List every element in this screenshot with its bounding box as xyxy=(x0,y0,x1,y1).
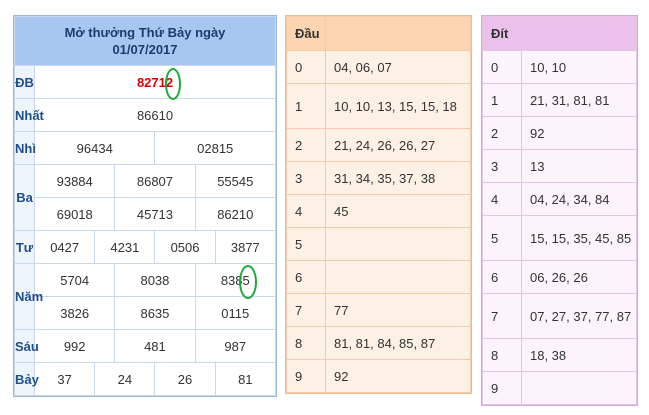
dau-key: 8 xyxy=(286,326,326,360)
prize-number: 8635 xyxy=(114,296,196,330)
dit-key: 9 xyxy=(482,371,522,405)
dau-key: 2 xyxy=(286,128,326,162)
prize-row-nam-2: 3826 8635 0115 xyxy=(15,296,277,330)
prize-label: Sáu xyxy=(13,329,39,363)
prize-number: 02815 xyxy=(154,131,276,165)
prize-number: 0427 xyxy=(34,230,96,264)
prize-number: 992 xyxy=(34,329,116,363)
results-header: Mở thưởng Thứ Bảy ngày 01/07/2017 xyxy=(14,16,276,66)
dau-values: 31, 34, 35, 37, 38 xyxy=(325,161,471,195)
dit-header: Đít xyxy=(482,16,522,51)
dau-values: 10, 10, 13, 15, 15, 18 xyxy=(325,83,471,129)
dit-values: 04, 24, 34, 84 xyxy=(521,182,637,216)
highlight-circle xyxy=(238,264,257,299)
prize-row-nam: Năm 5704 8038 8385 xyxy=(13,263,277,330)
dau-key: 4 xyxy=(286,194,326,228)
dau-values: 45 xyxy=(325,194,471,228)
prize-number: 3877 xyxy=(214,230,277,264)
prize-number: 4231 xyxy=(94,230,156,264)
dit-key: 0 xyxy=(482,50,522,84)
prize-number: 8038 xyxy=(114,263,196,297)
dit-values: 13 xyxy=(521,149,637,183)
prize-row-ba: Ba 93884 86807 55545 xyxy=(13,164,277,231)
dau-values: 81, 81, 84, 85, 87 xyxy=(325,326,471,360)
prize-number: 37 xyxy=(34,362,96,396)
dau-key: 3 xyxy=(286,161,326,195)
prize-row-bay: Bảy 37 24 26 81 xyxy=(13,362,277,396)
dau-values: 04, 06, 07 xyxy=(325,50,471,84)
dit-values: 07, 27, 37, 77, 87 xyxy=(521,293,637,339)
dau-header: Đầu xyxy=(286,16,326,51)
dit-key: 5 xyxy=(482,215,522,261)
dit-key: 8 xyxy=(482,338,522,372)
dau-values: 92 xyxy=(325,359,471,393)
dau-table: Đầu 0 04, 06, 07 1 10, 10, 13, 15, 15, 18 … xyxy=(285,15,472,394)
dau-header-values xyxy=(325,16,471,51)
dit-values: 10, 10 xyxy=(521,50,637,84)
dit-values: 21, 31, 81, 81 xyxy=(521,83,637,117)
special-prize-number: 82712 xyxy=(136,74,174,90)
prize-number: 0506 xyxy=(154,230,216,264)
dit-values: 92 xyxy=(521,116,637,150)
dau-values xyxy=(325,260,471,294)
dit-key: 6 xyxy=(482,260,522,294)
highlight-circle xyxy=(164,67,181,100)
dau-values xyxy=(325,227,471,261)
results-title: Mở thưởng Thứ Bảy ngày xyxy=(64,25,226,40)
prize-row-ba-2: 69018 45713 86210 xyxy=(15,197,277,231)
dau-key: 5 xyxy=(286,227,326,261)
prize-number: 86610 xyxy=(34,98,276,132)
dau-key: 1 xyxy=(286,83,326,129)
dit-values: 06, 26, 26 xyxy=(521,260,637,294)
prize-label: ĐB xyxy=(13,65,36,99)
prize-row-db: ĐB 82712 xyxy=(13,65,276,100)
dit-key: 1 xyxy=(482,83,522,117)
prize-row-sau: Sáu 992 481 987 xyxy=(13,329,277,363)
dit-header-values xyxy=(521,16,637,51)
prize-number: 93884 xyxy=(34,164,116,198)
dit-table: Đít 0 10, 10 1 21, 31, 81, 81 2 92 3 13 4 04,… xyxy=(481,15,638,406)
dit-key: 3 xyxy=(482,149,522,183)
prize-number: 82712 xyxy=(34,65,276,100)
prize-label: Tư xyxy=(13,230,36,264)
results-table: Mở thưởng Thứ Bảy ngày 01/07/2017 ĐB 827… xyxy=(13,15,277,397)
dit-values: 15, 15, 35, 45, 85 xyxy=(521,215,637,261)
prize-number: 26 xyxy=(154,362,216,396)
dau-key: 6 xyxy=(286,260,326,294)
prize-number: 86210 xyxy=(194,197,277,231)
prize-number: 3826 xyxy=(34,296,116,330)
prize-number: 987 xyxy=(194,329,277,363)
dit-values xyxy=(521,371,637,405)
prize-number: 55545 xyxy=(194,164,277,198)
prize-label: Nhì xyxy=(13,131,36,165)
prize-number: 8385 xyxy=(194,263,277,299)
dau-key: 0 xyxy=(286,50,326,84)
dit-key: 2 xyxy=(482,116,522,150)
dit-values: 18, 38 xyxy=(521,338,637,372)
dau-values: 77 xyxy=(325,293,471,327)
prize-number: 481 xyxy=(114,329,196,363)
prize-number: 81 xyxy=(214,362,277,396)
prize-number: 96434 xyxy=(34,131,156,165)
dit-key: 4 xyxy=(482,182,522,216)
prize-label: Bảy xyxy=(13,362,39,396)
prize-label: Ba xyxy=(13,164,36,231)
prize-row-nhi: Nhì 96434 02815 xyxy=(13,131,276,165)
prize-number: 69018 xyxy=(34,197,116,231)
dau-values: 21, 24, 26, 26, 27 xyxy=(325,128,471,162)
prize-number: 24 xyxy=(94,362,156,396)
prize-label: Nhất xyxy=(13,98,44,132)
results-date: 01/07/2017 xyxy=(112,42,178,57)
dit-key: 7 xyxy=(482,293,522,339)
dau-key: 7 xyxy=(286,293,326,327)
prize-number: 5704 xyxy=(34,263,116,297)
prize-number: 0115 xyxy=(194,296,277,330)
prize-number: 45713 xyxy=(114,197,196,231)
prize-row-nhat: Nhất 86610 xyxy=(13,98,276,132)
prize-label: Năm xyxy=(13,263,43,330)
dau-key: 9 xyxy=(286,359,326,393)
prize-row-tu: Tư 0427 4231 0506 3877 xyxy=(13,230,277,264)
prize-number: 86807 xyxy=(114,164,196,198)
